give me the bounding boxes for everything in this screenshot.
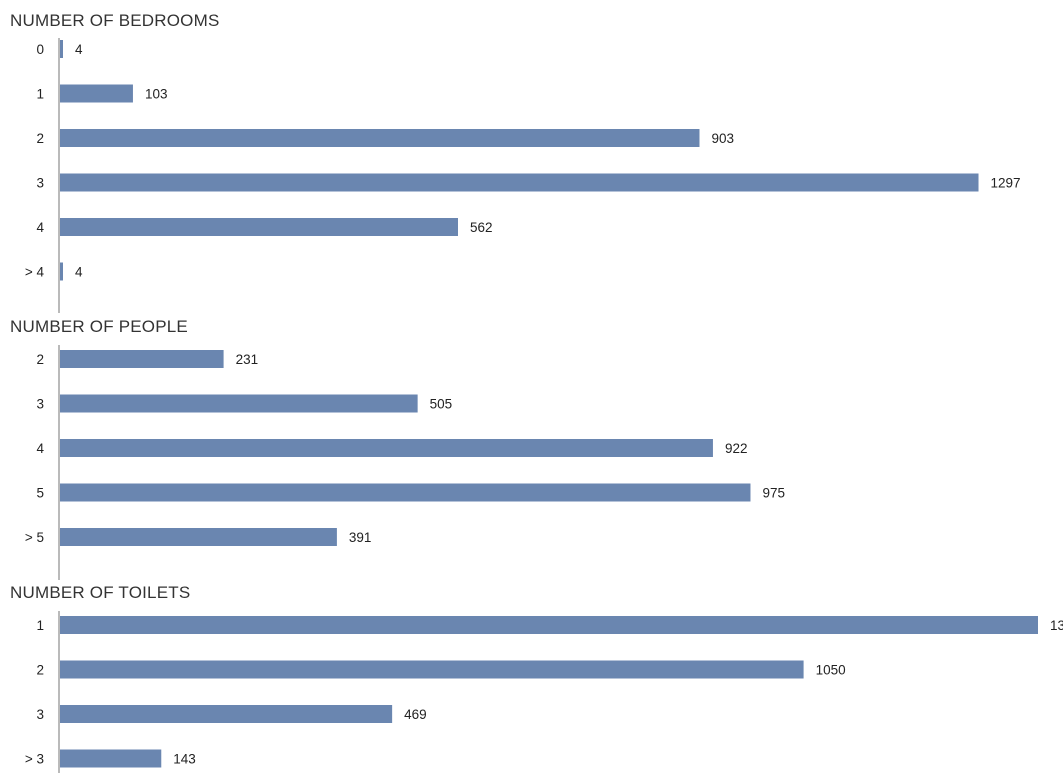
data-label: 562 [470,220,493,235]
category-label: 3 [36,397,44,412]
chart-panel-2: NUMBER OF PEOPLE 2 231 3 505 4 922 5 975 > 5 391 [10,317,785,580]
data-label: 103 [145,87,168,102]
category-label: 4 [36,220,44,235]
data-label: 4 [75,42,83,57]
data-label: 1297 [991,176,1021,191]
bar [60,616,1038,634]
data-label: 143 [173,752,196,767]
bar [60,40,63,58]
category-label: 2 [36,352,44,367]
category-label: 1 [36,618,44,633]
data-label: 469 [404,707,427,722]
category-label: > 4 [25,265,45,280]
bar [60,350,224,368]
bar [60,483,751,502]
data-label: 903 [711,131,734,146]
data-label: 1050 [816,663,846,678]
data-label: 231 [236,352,259,367]
bar [60,394,418,413]
category-label: 2 [36,131,44,146]
category-label: 2 [36,663,44,678]
chart-panel-1: NUMBER OF BEDROOMS 0 4 1 103 2 903 3 1297 4 562 > 4… [10,11,1021,313]
category-label: 3 [36,176,44,191]
bar [60,528,337,546]
data-label: 4 [75,265,83,280]
category-label: 4 [36,441,44,456]
bar [60,660,804,679]
category-label: > 3 [25,752,44,767]
chart-title: NUMBER OF BEDROOMS [10,11,220,30]
category-label: > 5 [25,530,44,545]
bar [60,129,700,147]
data-label: 505 [430,397,453,412]
category-label: 1 [36,87,44,102]
data-label: 975 [762,486,785,501]
category-label: 5 [36,486,44,501]
bar [60,173,979,192]
chart-panel-3: NUMBER OF TOILETS 1 1381 2 1050 3 469 > 3 143 [10,583,1063,773]
category-label: 3 [36,707,44,722]
data-label: 391 [349,530,372,545]
bar [60,705,393,723]
bar [60,439,713,457]
chart-title: NUMBER OF PEOPLE [10,317,188,336]
bar [60,262,63,281]
category-label: 0 [36,42,44,57]
bar [60,749,162,768]
chart-title: NUMBER OF TOILETS [10,583,190,602]
data-label: 1381 [1050,618,1063,633]
bar [60,218,458,236]
data-label: 922 [725,441,748,456]
bar [60,84,133,103]
